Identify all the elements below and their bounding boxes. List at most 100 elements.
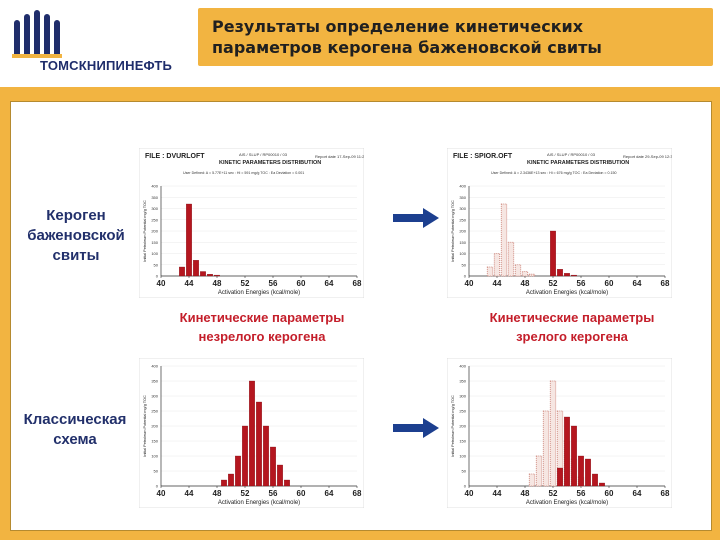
- y-tick-label: 150: [459, 240, 466, 245]
- caption-immature-line2: незрелого керогена: [198, 329, 326, 344]
- label-kerogen-line1: Кероген: [46, 207, 106, 224]
- x-tick-label: 52: [549, 489, 558, 498]
- bar: [564, 273, 570, 277]
- y-tick-label: 250: [151, 217, 158, 222]
- x-tick-label: 48: [521, 279, 530, 288]
- caption-mature-line1: Кинетические параметры: [489, 310, 655, 325]
- caption-immature-line1: Кинетические параметры: [179, 310, 345, 325]
- bar: [179, 266, 185, 277]
- x-tick-label: 52: [549, 279, 558, 288]
- x-tick-label: 60: [297, 489, 306, 498]
- chart-info: User Defined: A = 2.3436E+13 sec : Hi = …: [491, 171, 617, 175]
- x-tick-label: 52: [241, 279, 250, 288]
- bar-dotted: [493, 253, 501, 277]
- bar-dotted: [521, 271, 529, 277]
- x-tick-label: 64: [325, 489, 334, 498]
- y-tick-label: 400: [151, 364, 158, 369]
- x-tick-label: 60: [605, 489, 614, 498]
- y-tick-label: 0: [464, 274, 467, 279]
- bar: [284, 479, 290, 487]
- label-kerogen-line3: свиты: [52, 247, 100, 264]
- bar: [270, 446, 276, 487]
- y-tick-label: 250: [459, 409, 466, 414]
- bar: [263, 425, 269, 487]
- bar: [585, 458, 591, 487]
- y-tick-label: 100: [459, 454, 466, 459]
- x-axis-label: Activation Energies (kcal/mole): [218, 500, 300, 506]
- chart-info: User Defined: A = 5.77E+11 sec : Hi = 59…: [183, 171, 304, 175]
- chart-bottom-left: 0 50 100 150 200 250 300 350 400 40 44 48 52 56 60 64 68…: [138, 357, 365, 509]
- bar: [277, 464, 283, 487]
- title-banner: Результаты определение кинетических пара…: [198, 8, 713, 66]
- y-axis-label: Initial Petroleum Potential mg/g TOC: [143, 395, 147, 457]
- logo-text: ТОМСКНИПИНЕФТЬ: [40, 58, 173, 73]
- x-tick-label: 68: [661, 489, 670, 498]
- y-tick-label: 100: [459, 251, 466, 256]
- y-tick-label: 150: [151, 240, 158, 245]
- x-tick-label: 56: [577, 279, 586, 288]
- page-title-line2: параметров керогена баженовской свиты: [212, 38, 602, 57]
- y-tick-label: 400: [459, 184, 466, 189]
- bar-dotted: [500, 203, 508, 277]
- bar: [578, 455, 584, 487]
- x-tick-label: 60: [605, 279, 614, 288]
- x-axis-label: Activation Energies (kcal/mole): [526, 290, 608, 296]
- y-tick-label: 200: [459, 229, 466, 234]
- bar-dotted: [556, 410, 564, 487]
- bar: [221, 479, 227, 487]
- y-axis-label: Initial Petroleum Potential mg/g TOC: [143, 200, 147, 262]
- bar: [571, 425, 577, 487]
- y-tick-label: 250: [151, 409, 158, 414]
- y-tick-label: 350: [151, 195, 158, 200]
- bar-dotted: [514, 264, 522, 277]
- chart-title: KINETIC PARAMETERS DISTRIBUTION: [219, 160, 321, 166]
- y-axis-label: Initial Petroleum Potential mg/g TOC: [451, 395, 455, 457]
- x-tick-label: 60: [297, 279, 306, 288]
- chart-file-label: FILE : SPIOR.OFT: [453, 153, 513, 160]
- x-tick-label: 44: [185, 279, 194, 288]
- chart-title: KINETIC PARAMETERS DISTRIBUTION: [527, 160, 629, 166]
- bar: [256, 401, 262, 487]
- chart-top-right: FILE : SPIOR.OFT AIS / SLUP / RP00010 / 0…: [446, 147, 676, 299]
- x-tick-label: 40: [465, 279, 474, 288]
- chart-header-small: AIS / SLUP / RP00010 / 03: [547, 152, 596, 157]
- y-tick-label: 300: [151, 394, 158, 399]
- chart-header-small: AIS / SLUP / RP00010 / 03: [239, 152, 288, 157]
- bar-dotted: [542, 410, 550, 487]
- caption-immature: Кинетические параметры незрелого кероген…: [147, 308, 377, 346]
- x-tick-label: 56: [577, 489, 586, 498]
- bar: [557, 269, 563, 277]
- y-axis-label: Initial Petroleum Potential mg/g TOC: [451, 200, 455, 262]
- bar-dotted: [549, 380, 557, 487]
- y-tick-label: 150: [151, 439, 158, 444]
- x-tick-label: 44: [185, 489, 194, 498]
- chart-top-left: FILE : DVURLOFT AIS / SLUP / RP00010 / 03…: [138, 147, 367, 299]
- x-tick-label: 40: [157, 279, 166, 288]
- bar: [571, 274, 577, 277]
- y-tick-label: 50: [154, 262, 159, 267]
- chart-date: Report date 29-Sep-09 12:38: [623, 154, 672, 159]
- x-tick-label: 48: [213, 489, 222, 498]
- y-tick-label: 250: [459, 217, 466, 222]
- y-tick-label: 400: [151, 184, 158, 189]
- bar-dotted: [528, 473, 536, 487]
- chart-date: Report date 17-Sep-09 11:24: [315, 154, 364, 159]
- bar: [599, 482, 605, 487]
- bar: [193, 260, 199, 277]
- y-tick-label: 300: [459, 206, 466, 211]
- bar: [214, 274, 220, 277]
- y-tick-label: 50: [462, 469, 467, 474]
- x-tick-label: 48: [213, 279, 222, 288]
- bar: [200, 271, 206, 277]
- bar: [564, 416, 570, 487]
- bar: [249, 380, 255, 487]
- y-tick-label: 150: [459, 439, 466, 444]
- bar-dotted: [486, 266, 494, 277]
- bar: [235, 455, 241, 487]
- x-tick-label: 68: [661, 279, 670, 288]
- header: ТОМСКНИПИНЕФТЬ Результаты определение ки…: [0, 0, 720, 86]
- company-logo-icon: [12, 10, 62, 58]
- bar: [592, 473, 598, 487]
- x-tick-label: 40: [465, 489, 474, 498]
- x-tick-label: 52: [241, 489, 250, 498]
